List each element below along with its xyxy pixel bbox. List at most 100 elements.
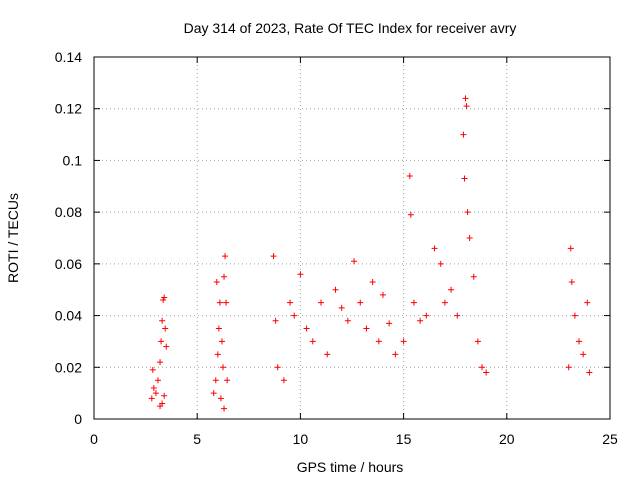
data-point <box>272 317 279 324</box>
data-point <box>222 253 229 260</box>
data-point <box>160 297 167 304</box>
data-point <box>149 366 156 373</box>
data-point <box>454 312 461 319</box>
data-point <box>470 273 477 280</box>
data-point <box>375 338 382 345</box>
y-tick-label: 0.1 <box>63 152 83 168</box>
data-point <box>462 95 469 102</box>
data-point <box>161 294 168 301</box>
data-point <box>567 245 574 252</box>
data-point <box>338 304 345 311</box>
data-point <box>461 175 468 182</box>
data-point <box>215 325 222 332</box>
data-point <box>303 325 310 332</box>
x-tick-label: 25 <box>602 431 618 447</box>
y-tick-label: 0.14 <box>55 49 82 65</box>
data-point <box>291 312 298 319</box>
data-point <box>157 359 164 366</box>
y-tick-label: 0.04 <box>55 308 82 324</box>
data-point <box>460 131 467 138</box>
data-point <box>431 245 438 252</box>
data-point <box>565 364 572 371</box>
data-point <box>224 377 231 384</box>
data-point <box>474 338 481 345</box>
data-point <box>163 343 170 350</box>
marks-layer <box>148 95 593 412</box>
data-point <box>392 351 399 358</box>
data-point <box>220 364 226 371</box>
data-point <box>400 338 407 345</box>
y-ticks: 0 0.02 0.04 0.06 0.08 0.1 0.12 0.14 <box>55 49 610 427</box>
data-point <box>417 317 424 324</box>
data-point <box>214 351 221 358</box>
data-point <box>216 299 223 306</box>
data-point <box>363 325 370 332</box>
data-point <box>351 258 358 265</box>
data-point <box>466 235 473 241</box>
y-tick-label: 0.12 <box>55 101 82 117</box>
data-point <box>159 317 166 324</box>
data-point <box>280 377 287 384</box>
x-tick-label: 20 <box>499 431 515 447</box>
data-point <box>357 299 364 306</box>
data-point <box>568 278 575 285</box>
data-point <box>154 377 161 384</box>
data-point <box>369 278 376 285</box>
data-point <box>441 299 448 306</box>
y-tick-label: 0.08 <box>55 204 82 220</box>
data-point <box>210 390 217 397</box>
data-point <box>576 338 583 345</box>
data-point <box>464 209 471 216</box>
grid-layer <box>94 57 610 419</box>
data-point <box>406 172 413 179</box>
data-point <box>274 364 281 371</box>
data-point <box>152 390 159 397</box>
data-point <box>483 369 490 376</box>
x-axis-label: GPS time / hours <box>297 459 404 475</box>
x-ticks: 0 5 10 15 20 25 <box>90 57 618 447</box>
data-point <box>463 103 470 110</box>
data-point <box>157 403 164 410</box>
data-point <box>161 392 168 399</box>
x-tick-label: 15 <box>396 431 412 447</box>
data-point <box>324 351 331 358</box>
data-point <box>218 338 225 345</box>
data-point <box>150 384 157 391</box>
data-point <box>571 312 578 319</box>
y-axis-label: ROTI / TECUs <box>5 193 21 283</box>
plot-frame <box>93 56 611 420</box>
chart-title: Day 314 of 2023, Rate Of TEC Index for r… <box>184 20 517 36</box>
data-point <box>344 317 351 324</box>
data-point <box>221 273 228 280</box>
data-point <box>223 299 230 306</box>
data-point <box>221 405 228 412</box>
data-point <box>148 395 155 402</box>
data-point <box>212 377 219 384</box>
data-point <box>586 369 593 376</box>
data-point <box>297 271 304 278</box>
data-point <box>379 291 386 298</box>
data-point <box>448 286 455 293</box>
x-tick-label: 10 <box>293 431 309 447</box>
y-tick-label: 0 <box>74 411 82 427</box>
data-point <box>386 320 393 327</box>
data-point <box>270 253 277 260</box>
x-tick-label: 5 <box>193 431 201 447</box>
x-tick-label: 0 <box>90 431 98 447</box>
data-point <box>584 299 591 306</box>
data-point <box>162 325 169 332</box>
data-point <box>410 299 417 306</box>
data-point <box>479 364 486 371</box>
y-tick-label: 0.06 <box>55 256 82 272</box>
data-point <box>437 260 444 267</box>
y-tick-label: 0.02 <box>55 359 82 375</box>
data-point <box>407 211 414 218</box>
data-point <box>158 338 165 345</box>
data-point <box>217 395 224 402</box>
data-point <box>287 299 294 306</box>
data-point <box>318 299 325 306</box>
data-point <box>580 351 587 358</box>
data-point <box>332 286 339 293</box>
